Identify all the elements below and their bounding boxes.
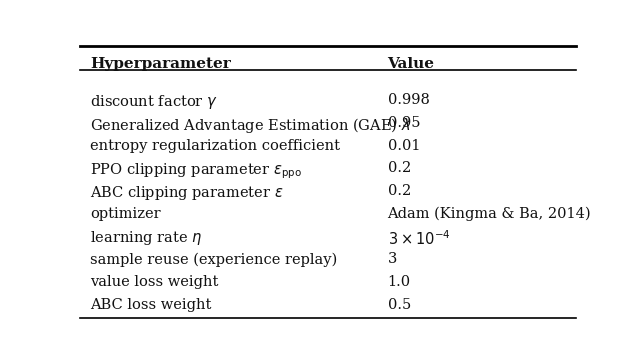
Text: 0.2: 0.2 <box>388 184 411 198</box>
Text: sample reuse (experience replay): sample reuse (experience replay) <box>90 252 337 267</box>
Text: 0.5: 0.5 <box>388 298 411 312</box>
Text: Hyperparameter: Hyperparameter <box>90 57 230 71</box>
Text: 0.2: 0.2 <box>388 161 411 175</box>
Text: PPO clipping parameter $\epsilon_{\mathrm{ppo}}$: PPO clipping parameter $\epsilon_{\mathr… <box>90 161 301 181</box>
Text: 0.95: 0.95 <box>388 116 420 130</box>
Text: 0.01: 0.01 <box>388 139 420 153</box>
Text: discount factor $\gamma$: discount factor $\gamma$ <box>90 93 218 111</box>
Text: Value: Value <box>388 57 435 71</box>
Text: 1.0: 1.0 <box>388 275 411 289</box>
Text: value loss weight: value loss weight <box>90 275 218 289</box>
Text: Generalized Advantage Estimation (GAE) $\lambda$: Generalized Advantage Estimation (GAE) $… <box>90 116 410 135</box>
Text: 0.998: 0.998 <box>388 93 429 107</box>
Text: 3: 3 <box>388 252 397 266</box>
Text: $3 \times 10^{-4}$: $3 \times 10^{-4}$ <box>388 229 450 248</box>
Text: Adam (Kingma & Ba, 2014): Adam (Kingma & Ba, 2014) <box>388 207 591 221</box>
Text: optimizer: optimizer <box>90 207 161 221</box>
Text: ABC clipping parameter $\epsilon$: ABC clipping parameter $\epsilon$ <box>90 184 284 202</box>
Text: ABC loss weight: ABC loss weight <box>90 298 211 312</box>
Text: learning rate $\eta$: learning rate $\eta$ <box>90 229 202 247</box>
Text: entropy regularization coefficient: entropy regularization coefficient <box>90 139 340 153</box>
